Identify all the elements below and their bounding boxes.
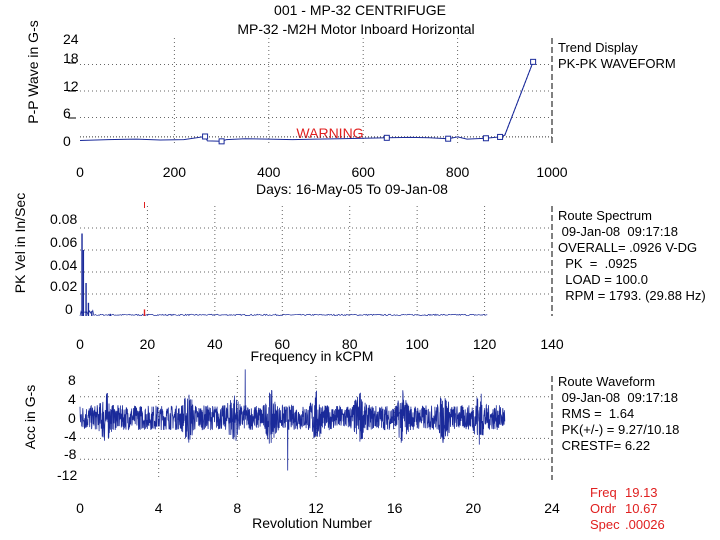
waveform-xtick-label: 0 (76, 500, 84, 516)
trend-marker (482, 135, 489, 142)
trend-ytick-label: 6 (63, 105, 71, 121)
waveform-info-line: 09-Jan-08 09:17:18 (558, 390, 678, 405)
trend-series-line (79, 61, 534, 142)
trend-marker (445, 135, 452, 142)
trend-ytick-label: 18 (63, 50, 79, 66)
trend-marker (383, 134, 390, 141)
trend-rise-segment (504, 61, 534, 136)
waveform-xtick-label: 20 (466, 500, 482, 516)
trend-xtick-label: 800 (446, 164, 470, 180)
waveform-info-line: RMS = 1.64 (558, 406, 634, 421)
spectrum-info-line: 09-Jan-08 09:17:18 (558, 224, 678, 239)
spectrum-xtick-label: 140 (540, 336, 564, 352)
spectrum-xlabel: Frequency in kCPM (251, 348, 374, 364)
waveform-ytick-label: 8 (68, 372, 76, 388)
spectrum-xtick-label: 80 (342, 336, 358, 352)
waveform-info-line: CRESTF= 6.22 (558, 438, 650, 453)
warning-label: WARNING (296, 125, 363, 141)
spectrum-ytick-label: 0.06 (50, 234, 77, 250)
cursor-order-label: Ordr (590, 501, 617, 516)
waveform-xlabel: Revolution Number (252, 515, 372, 531)
spectrum-ytick-label: 0.08 (50, 211, 77, 227)
waveform-xtick-label: 16 (387, 500, 403, 516)
trend-marker (530, 58, 537, 65)
waveform-xtick-label: 4 (155, 500, 163, 516)
trend-info-line: Trend Display (558, 40, 638, 55)
trend-marker (202, 133, 209, 140)
waveform-info: Route Waveform 09-Jan-08 09:17:18 RMS = … (558, 374, 679, 453)
spectrum-ytick-label: 0.02 (50, 278, 77, 294)
trend-ylabel: P-P Wave in G-s (25, 20, 41, 123)
spectrum-ytick-label: 0.04 (50, 257, 77, 273)
cursor-freq-value: 19.13 (625, 485, 658, 500)
trend-xtick-label: 600 (352, 164, 376, 180)
cursor-readout: Freq 19.13 Ordr 10.67 Spec .00026 (590, 485, 665, 532)
trend-marker (218, 138, 225, 145)
trend-xtick-label: 400 (257, 164, 281, 180)
waveform-info-line: PK(+/-) = 9.27/10.18 (558, 422, 679, 437)
spectrum-xtick-label: 40 (207, 336, 223, 352)
waveform-xtick-label: 8 (233, 500, 241, 516)
trend-ytick-label: 0 (63, 133, 71, 149)
spectrum-info-line: Route Spectrum (558, 208, 652, 223)
trend-ytick-label: 24 (63, 31, 79, 47)
waveform-ytick-label: 0 (68, 410, 76, 426)
trend-xlabel: Days: 16-May-05 To 09-Jan-08 (256, 181, 448, 197)
waveform-info-line: Route Waveform (558, 374, 655, 389)
spectrum-xtick-label: 60 (274, 336, 290, 352)
spectrum-noise-floor (79, 309, 488, 317)
cursor-spec-value: .00026 (625, 517, 665, 532)
spectrum-info-line: LOAD = 100.0 (558, 272, 648, 287)
waveform-ytick-label: 4 (68, 391, 76, 407)
waveform-ylabel: Acc in G-s (22, 385, 38, 450)
spectrum-info-line: RPM = 1793. (29.88 Hz) (558, 288, 706, 303)
waveform-ytick-label: -8 (64, 446, 77, 462)
cursor-spec-label: Spec (590, 517, 620, 532)
trend-ytick-label: 12 (63, 78, 79, 94)
waveform-xtick-label: 24 (544, 500, 560, 516)
spectrum-xtick-label: 120 (473, 336, 497, 352)
waveform-trace (79, 369, 506, 471)
trend-marker (497, 133, 504, 140)
report-subtitle: MP-32 -M2H Motor Inboard Horizontal (237, 21, 474, 37)
cursor-order-value: 10.67 (625, 501, 658, 516)
spectrum-info: Route Spectrum 09-Jan-08 09:17:18 OVERAL… (558, 208, 706, 303)
spectrum-info-line: OVERALL= .0926 V-DG (558, 240, 697, 255)
spectrum-xtick-label: 20 (140, 336, 156, 352)
trend-xtick-label: 1000 (536, 164, 567, 180)
trend-xtick-label: 0 (76, 164, 84, 180)
spectrum-xtick-label: 100 (405, 336, 429, 352)
trend-xtick-label: 200 (163, 164, 187, 180)
report-title: 001 - MP-32 CENTRIFUGE (274, 2, 446, 18)
waveform-xtick-label: 12 (308, 500, 324, 516)
waveform-ytick-label: -12 (57, 467, 77, 483)
cursor-freq-label: Freq (590, 485, 617, 500)
trend-info-line: PK-PK WAVEFORM (558, 56, 676, 71)
trend-info: Trend Display PK-PK WAVEFORM (558, 40, 676, 71)
spectrum-ytick-label: 0 (65, 301, 73, 317)
spectrum-ylabel: PK Vel in In/Sec (12, 193, 28, 293)
waveform-ytick-label: -4 (64, 428, 77, 444)
spectrum-info-line: PK = .0925 (558, 256, 637, 271)
spectrum-xtick-label: 0 (76, 336, 84, 352)
